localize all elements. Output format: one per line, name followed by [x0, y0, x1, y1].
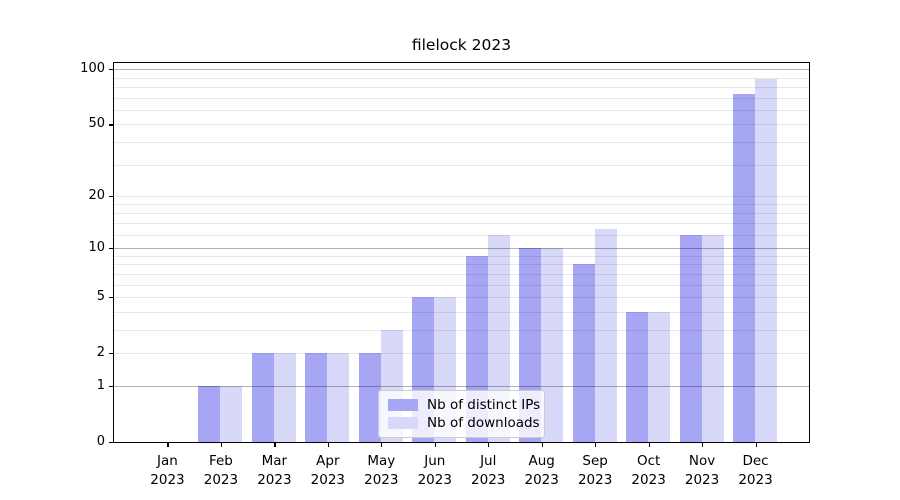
x-tick-label-apr: Apr 2023 — [310, 453, 346, 488]
legend-item-distinct-ips: Nb of distinct IPs — [388, 396, 540, 414]
plot-area — [113, 62, 810, 443]
x-tick-label-jul: Jul 2023 — [471, 453, 506, 488]
x-tick-label-sep: Sep 2023 — [577, 453, 613, 488]
x-tick-may — [381, 443, 383, 447]
x-tick-mar — [274, 443, 276, 447]
bar-downloads-sep — [594, 228, 617, 442]
bar-downloads-mar — [273, 353, 296, 442]
bar-ips-feb — [198, 386, 221, 442]
legend: Nb of distinct IPs Nb of downloads — [378, 390, 545, 438]
y-tick-100 — [109, 69, 113, 71]
x-tick-nov — [702, 443, 704, 447]
y-tick-label-2: 2 — [96, 345, 105, 361]
y-tick-label-20: 20 — [88, 188, 105, 204]
x-tick-label-nov: Nov 2023 — [684, 453, 720, 488]
x-tick-label-jun: Jun 2023 — [417, 453, 452, 488]
y-tick-5 — [109, 297, 113, 299]
x-tick-feb — [220, 443, 223, 447]
x-tick-jun — [434, 443, 436, 447]
x-tick-label-mar: Mar 2023 — [257, 453, 292, 488]
bar-ips-nov — [679, 234, 702, 442]
y-tick-2 — [109, 353, 113, 355]
bar-ips-may — [358, 353, 381, 442]
chart-title: filelock 2023 — [411, 36, 512, 54]
y-tick-label-0: 0 — [96, 434, 105, 449]
bar-downloads-feb — [220, 386, 243, 442]
legend-swatch-downloads — [388, 417, 418, 429]
x-tick-label-dec: Dec 2023 — [738, 453, 773, 488]
x-tick-apr — [327, 443, 330, 447]
y-tick-10 — [109, 248, 113, 250]
bar-ips-sep — [572, 264, 595, 442]
y-tick-1 — [109, 386, 113, 388]
legend-item-downloads: Nb of downloads — [388, 414, 540, 432]
x-tick-label-may: May 2023 — [364, 453, 399, 488]
x-tick-oct — [648, 443, 650, 447]
x-tick-label-aug: Aug 2023 — [524, 453, 559, 488]
x-tick-jan — [167, 443, 169, 447]
bar-ips-dec — [733, 94, 756, 442]
bar-downloads-dec — [755, 79, 778, 442]
y-tick-20 — [109, 196, 113, 198]
bars-layer — [114, 63, 809, 442]
y-tick-label-50: 50 — [88, 116, 105, 132]
y-tick-label-1: 1 — [96, 378, 105, 393]
bar-ips-apr — [305, 353, 328, 442]
legend-label-downloads: Nb of downloads — [427, 415, 540, 431]
x-tick-aug — [541, 443, 543, 447]
y-tick-label-5: 5 — [96, 289, 105, 305]
y-tick-label-100: 100 — [80, 61, 105, 77]
legend-swatch-distinct-ips — [388, 399, 418, 411]
x-tick-label-feb: Feb 2023 — [203, 453, 239, 488]
bar-downloads-oct — [648, 311, 671, 442]
bar-ips-oct — [626, 311, 649, 442]
x-tick-dec — [755, 443, 757, 447]
x-tick-label-jan: Jan 2023 — [150, 453, 185, 488]
bar-downloads-apr — [327, 353, 350, 442]
x-tick-jul — [488, 443, 490, 447]
x-tick-sep — [595, 443, 597, 447]
bar-downloads-nov — [701, 234, 724, 442]
x-tick-label-oct: Oct 2023 — [631, 453, 666, 488]
bar-ips-mar — [251, 353, 274, 442]
bar-downloads-aug — [541, 248, 564, 442]
y-tick-label-10: 10 — [88, 240, 105, 256]
legend-label-distinct-ips: Nb of distinct IPs — [427, 397, 541, 413]
y-tick-50 — [109, 124, 113, 126]
y-tick-0 — [109, 442, 113, 444]
